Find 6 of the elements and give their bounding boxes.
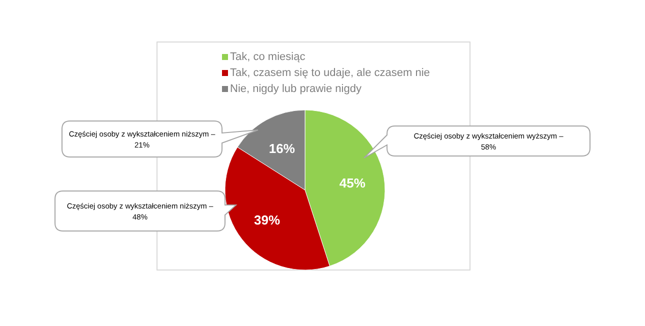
data-label: 45% [339, 175, 366, 190]
legend-label: Tak, co miesiąc [230, 51, 306, 63]
data-label: 16% [268, 140, 296, 156]
data-label: 39% [254, 212, 281, 228]
legend-label: Tak, czasem się to udaje, ale czasem nie [230, 67, 430, 79]
legend-label: Nie, nigdy lub prawie nigdy [230, 83, 362, 95]
